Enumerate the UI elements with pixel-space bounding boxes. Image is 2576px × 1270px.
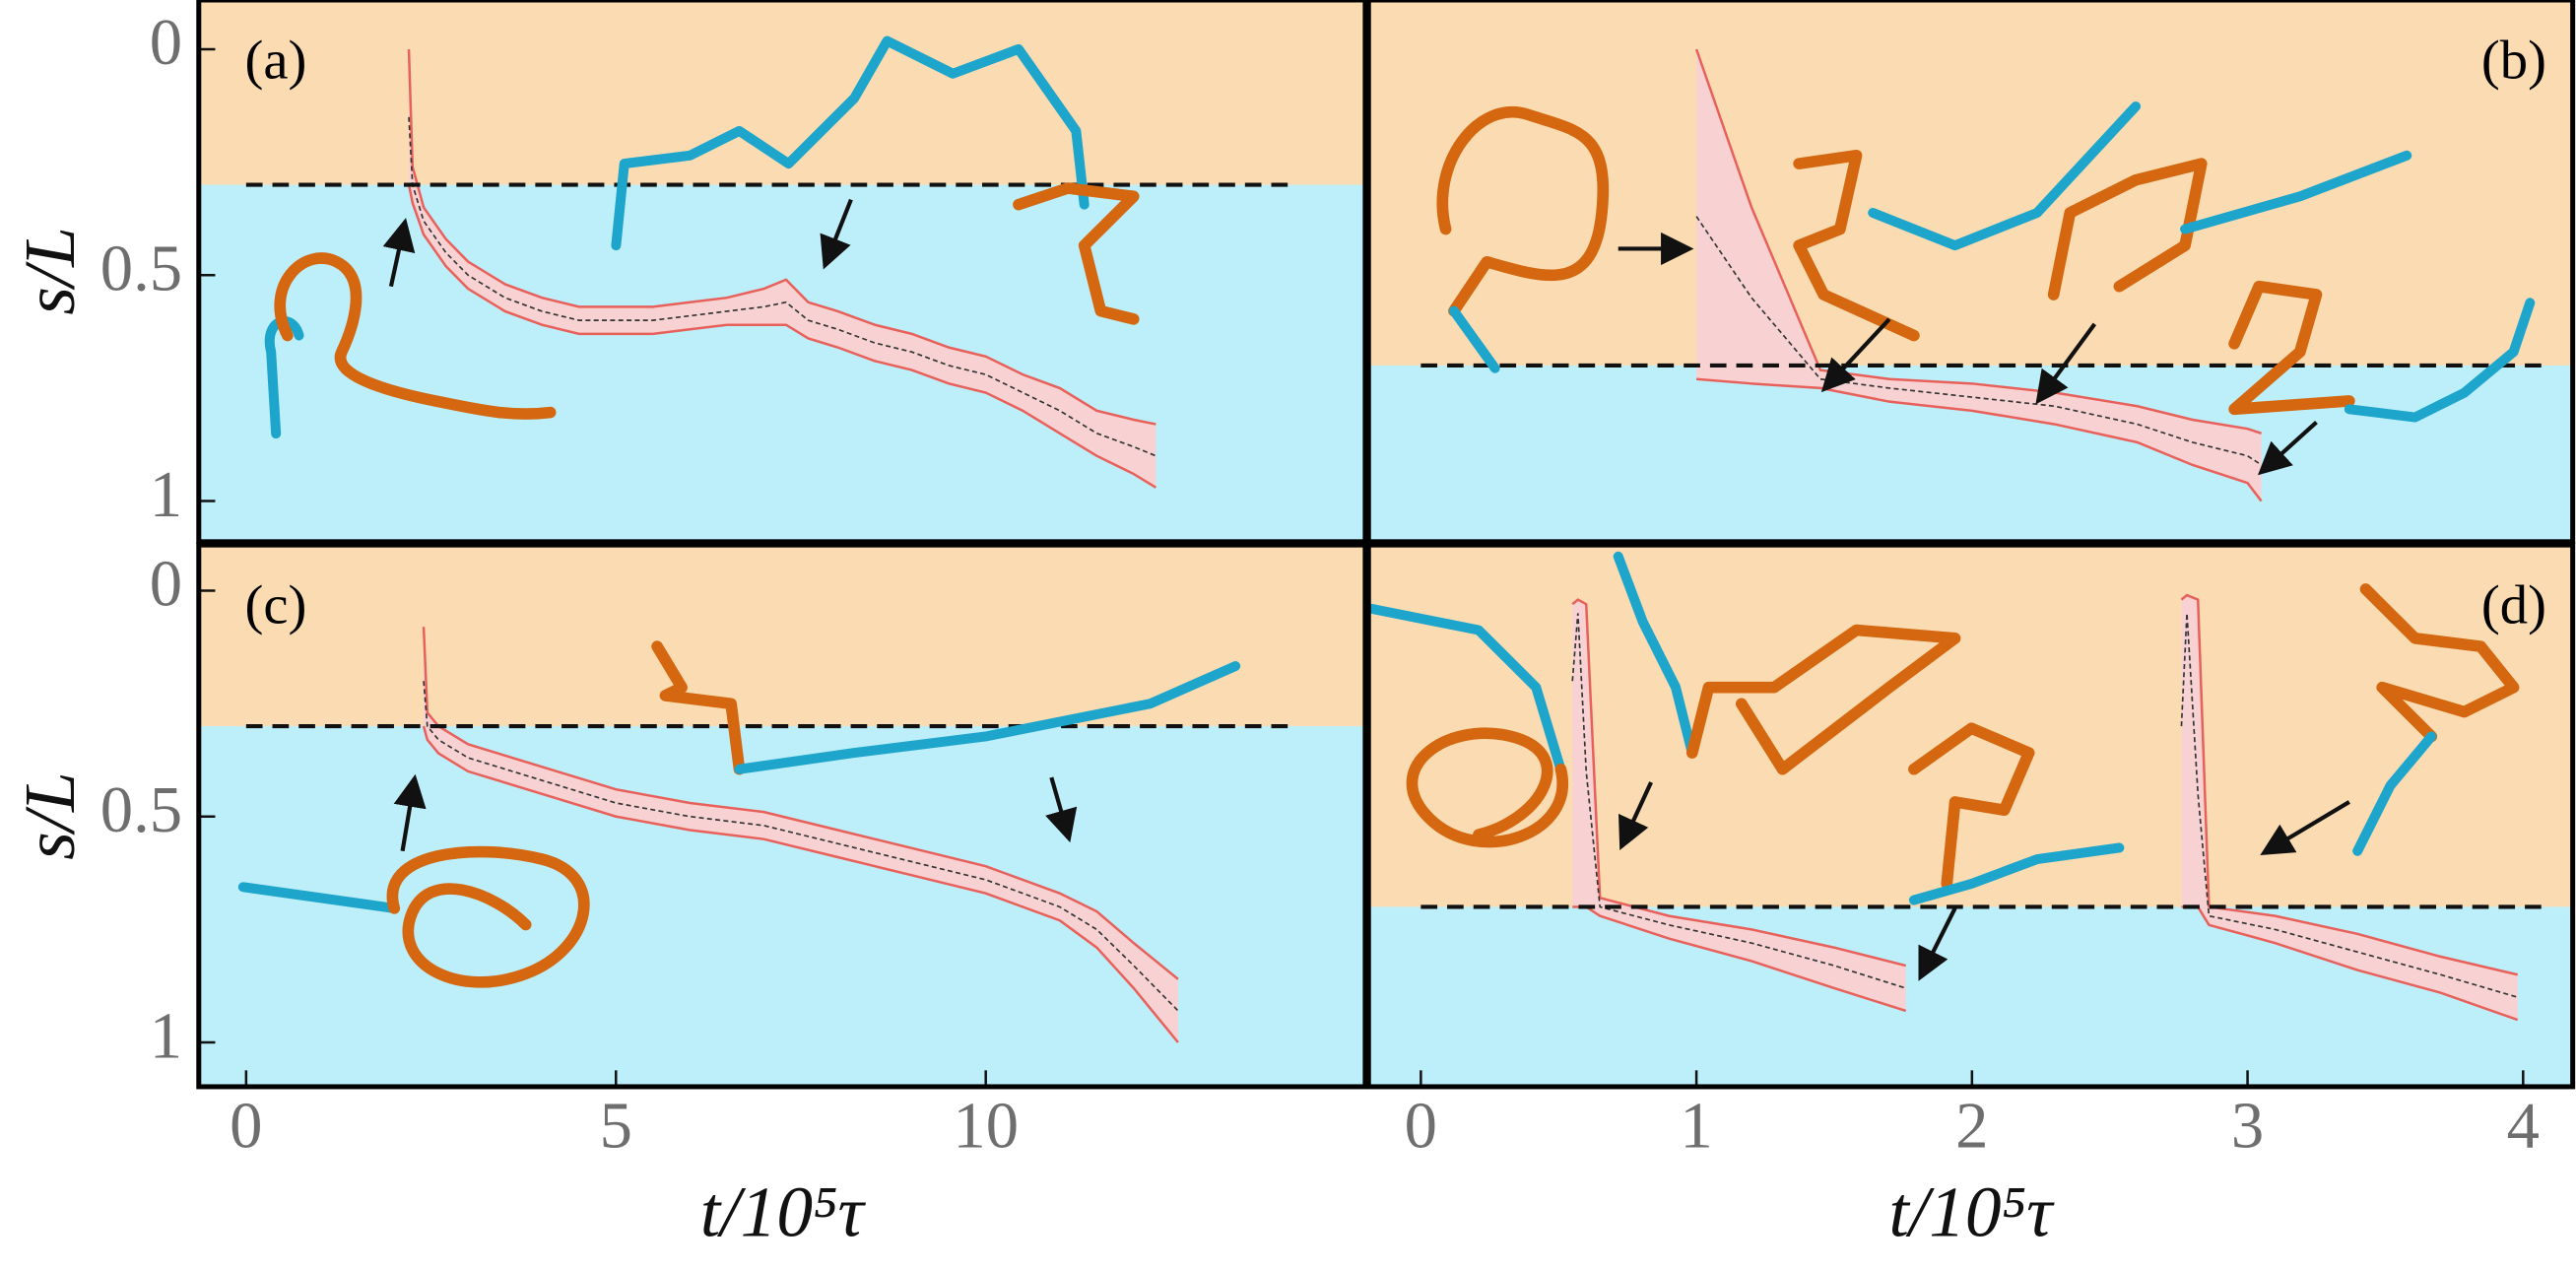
arrow xyxy=(820,198,853,270)
polymer xyxy=(1366,603,1566,774)
x-tick-label: 1 xyxy=(1680,1091,1712,1163)
band-edge xyxy=(407,48,1156,426)
x-tick-label: 10 xyxy=(953,1091,1019,1163)
region-lower xyxy=(1368,906,2573,1087)
band xyxy=(424,627,1178,1043)
mean-line xyxy=(423,681,1179,1012)
plot-layer xyxy=(198,0,2573,1087)
polymer xyxy=(611,35,1090,251)
y-axis-label: s/L xyxy=(10,771,90,859)
polymer xyxy=(1868,100,2142,251)
polymer xyxy=(2228,280,2355,416)
polymer xyxy=(2352,731,2437,856)
mean-line xyxy=(1571,613,1906,989)
arrow xyxy=(2257,421,2318,476)
mean-line xyxy=(1695,216,2263,466)
panel-label: (b) xyxy=(2481,30,2546,91)
panel-frame xyxy=(196,542,1368,1090)
panel-label: (a) xyxy=(244,30,306,91)
band-edge xyxy=(422,627,1179,980)
panel-label: (c) xyxy=(244,575,306,636)
arrow xyxy=(1618,781,1653,851)
y-tick-label: 0 xyxy=(150,549,182,621)
y-tick-label: 0.5 xyxy=(100,774,182,846)
band-edge xyxy=(1694,48,2262,434)
x-axis-label: t/10⁵τ xyxy=(1888,1171,2055,1251)
x-tick-label: 2 xyxy=(1955,1091,1988,1163)
panel-frame xyxy=(1365,0,2576,545)
polymer xyxy=(386,845,590,988)
polymer xyxy=(1406,727,1568,848)
polymer xyxy=(1908,722,2035,890)
mean-line xyxy=(408,116,1156,457)
mean-line xyxy=(2180,613,2518,998)
polymer xyxy=(1793,149,1920,342)
y-tick-label: 1 xyxy=(150,1000,182,1072)
band-edge xyxy=(1695,377,2263,502)
polymer xyxy=(2359,583,2520,743)
y-tick-label: 0 xyxy=(150,7,182,79)
x-tick-label: 0 xyxy=(1405,1091,1437,1163)
polymer-snapshots xyxy=(237,35,2536,988)
arrow xyxy=(382,218,416,288)
x-tick-label: 0 xyxy=(230,1091,262,1163)
arrow xyxy=(2260,800,2350,856)
polymer xyxy=(1436,106,1610,317)
panel-frame xyxy=(196,0,1368,545)
panel-frame xyxy=(1365,542,2576,1090)
arrow xyxy=(393,773,427,852)
polymer xyxy=(1685,624,1961,775)
arrow xyxy=(2035,322,2097,405)
region-upper xyxy=(198,545,1365,727)
panel-label: (d) xyxy=(2481,575,2546,636)
arrow xyxy=(1045,776,1078,843)
region-upper xyxy=(1368,0,2573,366)
y-tick-label: 0.5 xyxy=(100,234,182,305)
polymer xyxy=(1908,842,2125,905)
polymer xyxy=(651,640,746,775)
arrow xyxy=(1820,317,1891,393)
polymer xyxy=(237,882,400,913)
band-edge xyxy=(422,725,1179,1043)
band-edge xyxy=(2180,593,2518,976)
polymer xyxy=(1013,182,1140,325)
frame-layer: 00.51s/L(a) (b)00.510 5 10s/Lt/10⁵τ(c)0 1 2 3 4… xyxy=(10,0,2576,1251)
y-tick-label: 1 xyxy=(150,459,182,531)
x-axis-label: t/10⁵τ xyxy=(700,1171,867,1251)
x-tick-label: 5 xyxy=(600,1091,632,1163)
band xyxy=(409,48,1156,488)
x-tick-label: 4 xyxy=(2507,1091,2540,1163)
polymer xyxy=(274,252,557,420)
band xyxy=(2181,595,2518,1021)
arrow xyxy=(1918,906,1957,981)
polymer xyxy=(734,661,1241,774)
polymer xyxy=(2344,298,2536,423)
polymer xyxy=(1613,551,1697,759)
polymer xyxy=(2180,150,2412,234)
polymer xyxy=(1448,305,1500,373)
y-axis-label: s/L xyxy=(10,227,90,314)
band-edge xyxy=(407,184,1157,489)
region-lower xyxy=(198,184,1365,542)
x-tick-label: 3 xyxy=(2231,1091,2264,1163)
polymer xyxy=(2047,158,2208,301)
